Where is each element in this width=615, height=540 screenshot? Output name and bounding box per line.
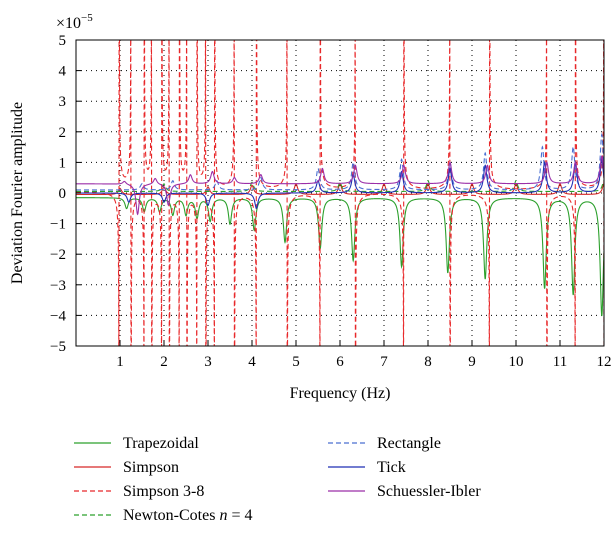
- series-line: [76, 40, 604, 346]
- series-line: [76, 157, 604, 210]
- legend-label: Schuessler-Ibler: [377, 483, 481, 500]
- series-line: [76, 155, 604, 216]
- legend-label: Tick: [377, 459, 406, 476]
- x-tick-label: 3: [204, 354, 212, 370]
- legend-label: Rectangle: [377, 435, 441, 452]
- y-tick-label: 1: [59, 155, 67, 171]
- x-tick-label: 4: [248, 354, 256, 370]
- x-axis-label: Frequency (Hz): [290, 385, 391, 402]
- y-tick-label: −1: [50, 217, 66, 233]
- x-tick-label: 10: [509, 354, 524, 370]
- y-tick-label: 2: [59, 125, 67, 141]
- y-tick-label: 4: [59, 64, 67, 80]
- y-axis-label: Deviation Fourier amplitude: [9, 102, 26, 284]
- y-tick-label: −5: [50, 339, 66, 355]
- x-tick-label: 1: [116, 354, 124, 370]
- y-multiplier: ×10−5: [56, 12, 93, 32]
- legend-label: Simpson: [123, 459, 179, 476]
- x-tick-label: 6: [336, 354, 344, 370]
- series-line: [76, 197, 604, 317]
- y-tick-label: −2: [50, 247, 66, 263]
- y-tick-label: 5: [59, 33, 67, 49]
- x-tick-label: 7: [380, 354, 388, 370]
- x-tick-label: 12: [597, 354, 612, 370]
- x-tick-label: 9: [468, 354, 476, 370]
- legend-label: Newton-Cotes n = 4: [123, 507, 252, 524]
- legend-label: Simpson 3-8: [123, 483, 204, 500]
- y-tick-label: 3: [59, 94, 67, 110]
- y-tick-label: −3: [50, 278, 66, 294]
- y-tick-label: −4: [50, 308, 66, 324]
- x-tick-label: 8: [424, 354, 432, 370]
- legend-label: Trapezoidal: [123, 435, 199, 452]
- x-tick-label: 5: [292, 354, 300, 370]
- series-line: [76, 180, 604, 193]
- x-tick-label: 11: [553, 354, 567, 370]
- x-tick-label: 2: [160, 354, 168, 370]
- y-tick-label: 0: [59, 186, 67, 202]
- legend: Trapezoidal Simpson Simpson 3-8 Newton-Cote…: [74, 435, 481, 524]
- series-line: [76, 132, 604, 191]
- series-group: [76, 40, 604, 346]
